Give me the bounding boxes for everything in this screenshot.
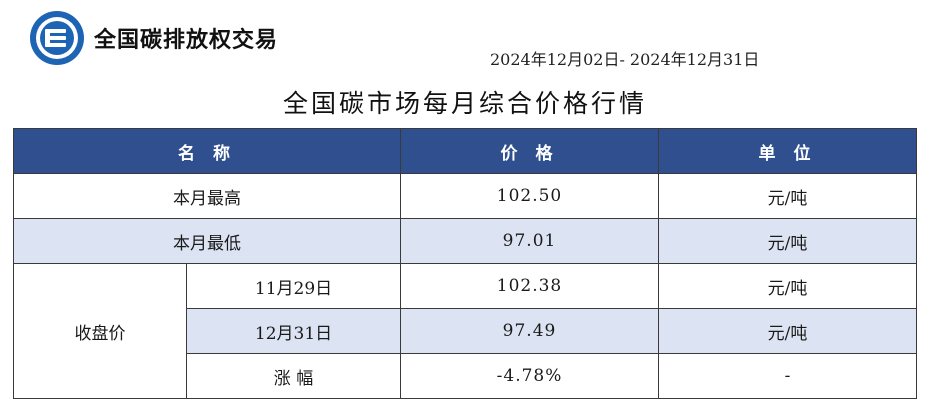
carbon-exchange-logo-icon <box>30 11 84 65</box>
table-row: 本月最低 97.01 元/吨 <box>12 218 918 264</box>
row-label: 11月29日 <box>185 263 402 309</box>
row-label: 本月最高 <box>12 173 402 219</box>
column-header-name: 名 称 <box>12 128 402 174</box>
row-unit: 元/吨 <box>658 218 918 264</box>
row-price: 102.38 <box>400 263 660 309</box>
table-row: 12月31日 97.49 元/吨 <box>14 308 918 354</box>
table-row: 涨 幅 -4.78% - <box>14 353 918 399</box>
row-price: 97.49 <box>400 308 660 354</box>
date-range: 2024年12月02日- 2024年12月31日 <box>490 50 760 69</box>
column-header-unit: 单 位 <box>658 128 918 174</box>
page-header: 全国碳排放权交易 <box>28 10 278 66</box>
table-header-row: 名 称 价 格 单 位 <box>12 128 918 174</box>
close-group-label: 收盘价 <box>13 263 187 399</box>
page-title: 全国碳市场每月综合价格行情 <box>282 89 647 118</box>
row-label: 12月31日 <box>185 308 402 354</box>
table-row: 收盘价 11月29日 102.38 元/吨 <box>13 263 918 399</box>
row-price: 102.50 <box>400 173 660 219</box>
column-header-price: 价 格 <box>400 128 660 174</box>
row-price: -4.78% <box>400 353 660 399</box>
brand-name: 全国碳排放权交易 <box>94 28 279 53</box>
row-label: 本月最低 <box>12 218 402 264</box>
row-unit: 元/吨 <box>658 263 918 309</box>
price-table: 名 称 价 格 单 位 本月最高 102.50 元/吨 本月最低 97.01 元… <box>12 128 918 399</box>
row-unit: - <box>658 353 918 399</box>
row-unit: 元/吨 <box>658 173 918 219</box>
row-label: 涨 幅 <box>185 353 402 399</box>
table-row: 本月最高 102.50 元/吨 <box>12 173 918 219</box>
row-unit: 元/吨 <box>658 308 918 354</box>
row-price: 97.01 <box>400 218 660 264</box>
